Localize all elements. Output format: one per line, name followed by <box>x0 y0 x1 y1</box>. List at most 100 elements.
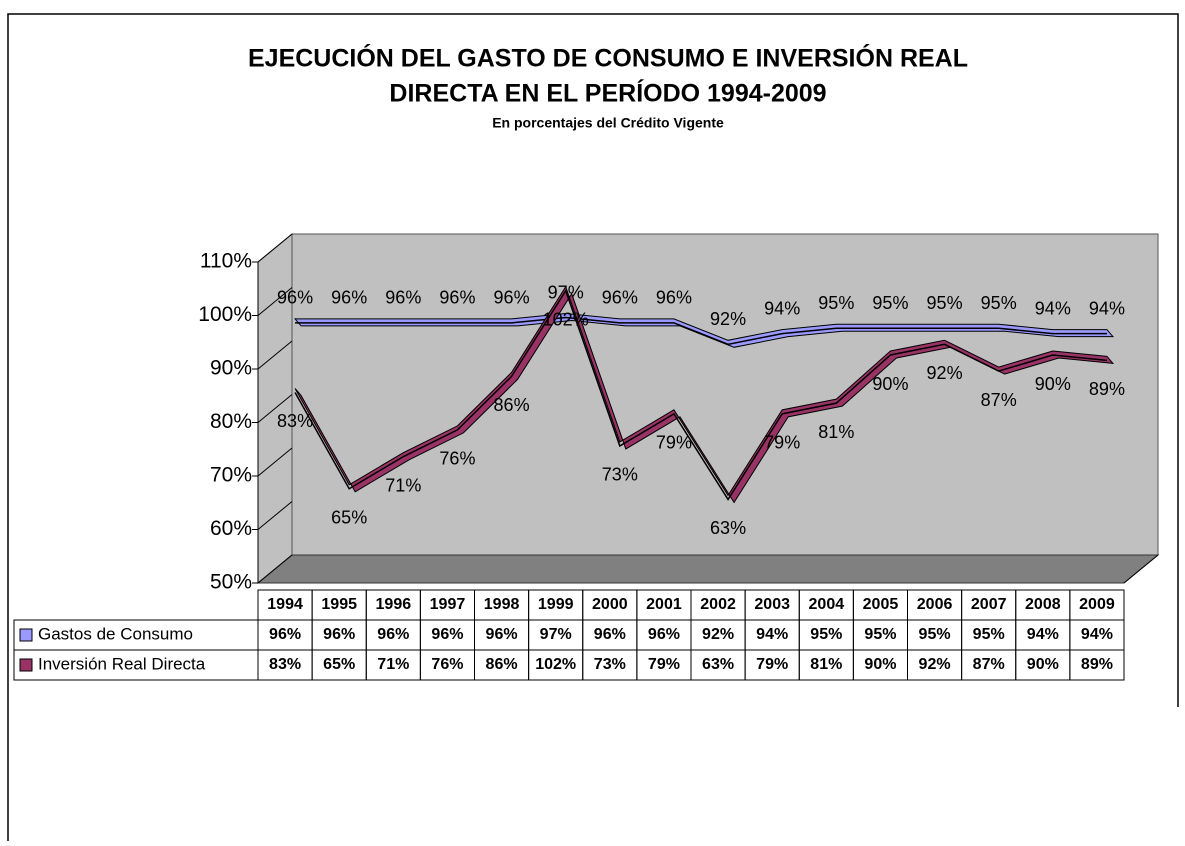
data-label: 96% <box>331 288 367 308</box>
table-value: 71% <box>377 656 409 673</box>
chart-title: DIRECTA EN EL PERÍODO 1994-2009 <box>389 79 826 108</box>
data-label: 96% <box>385 288 421 308</box>
line <box>294 289 1108 501</box>
data-label: 92% <box>927 363 963 383</box>
tick-mark <box>257 394 293 423</box>
table-header: 1994 <box>267 596 303 613</box>
data-label: 90% <box>1035 374 1071 394</box>
data-label: 89% <box>1089 379 1125 399</box>
table-header: 2004 <box>809 596 845 613</box>
data-label: 96% <box>494 288 530 308</box>
line-ribbon <box>294 285 1115 504</box>
table-value: 102% <box>535 656 576 673</box>
data-label: 95% <box>927 293 963 313</box>
table-value: 92% <box>702 626 734 643</box>
data-label: 95% <box>872 293 908 313</box>
table-value: 65% <box>323 656 355 673</box>
data-label: 73% <box>602 465 638 485</box>
table-value: 96% <box>486 626 518 643</box>
chart-border <box>7 13 1179 841</box>
table-value: 76% <box>431 656 463 673</box>
legend-key <box>19 628 33 642</box>
table-header: 1997 <box>430 596 466 613</box>
table-header: 2005 <box>863 596 899 613</box>
data-label: 63% <box>710 518 746 538</box>
table-value: 96% <box>377 626 409 643</box>
table-value: 79% <box>756 656 788 673</box>
data-label: 79% <box>764 433 800 453</box>
data-label: 94% <box>1035 298 1071 318</box>
data-label: 81% <box>818 422 854 442</box>
table-value: 97% <box>540 626 572 643</box>
floor <box>256 554 1160 584</box>
table-value: 92% <box>919 656 951 673</box>
legend-key <box>19 658 33 672</box>
table-header: 2001 <box>646 596 682 613</box>
table-line <box>1123 554 1159 584</box>
chart-title: EJECUCIÓN DEL GASTO DE CONSUMO E INVERSI… <box>248 43 968 73</box>
table-value: 95% <box>973 626 1005 643</box>
y-tick-label: 70% <box>210 464 252 487</box>
table-header: 2006 <box>917 596 953 613</box>
table-value: 96% <box>431 626 463 643</box>
table-value: 89% <box>1081 656 1113 673</box>
tick-mark <box>257 554 293 584</box>
table-value: 95% <box>810 626 842 643</box>
legend-label: Gastos de Consumo <box>38 624 193 643</box>
table-value: 96% <box>323 626 355 643</box>
table-header: 2007 <box>971 596 1007 613</box>
table-value: 81% <box>810 656 842 673</box>
tick-mark <box>257 287 293 316</box>
data-label: 96% <box>602 288 638 308</box>
table-value: 94% <box>1027 626 1059 643</box>
chart-subtitle: En porcentajes del Crédito Vigente <box>492 115 724 131</box>
data-label: 83% <box>277 411 313 431</box>
table-value: 96% <box>269 626 301 643</box>
line <box>295 316 1107 346</box>
table-value: 63% <box>702 656 734 673</box>
table-value: 90% <box>1027 656 1059 673</box>
table-header: 2003 <box>754 596 790 613</box>
table-header: 2002 <box>700 596 736 613</box>
data-label: 76% <box>439 449 475 469</box>
data-label: 86% <box>494 395 530 415</box>
y-tick-label: 50% <box>210 571 252 594</box>
legend-label: Inversión Real Directa <box>38 654 206 673</box>
tick-mark <box>257 233 293 263</box>
back-wall <box>291 233 1159 556</box>
tick-mark <box>257 501 293 530</box>
data-label: 71% <box>385 475 421 495</box>
table-header: 1995 <box>321 596 357 613</box>
table-header: 1999 <box>538 596 574 613</box>
table-value: 96% <box>648 626 680 643</box>
data-label: 96% <box>656 288 692 308</box>
data-label: 95% <box>818 293 854 313</box>
y-tick-label: 60% <box>210 517 252 540</box>
y-tick-label: 90% <box>210 357 252 380</box>
table-value: 83% <box>269 656 301 673</box>
tick-mark <box>257 340 293 370</box>
table-header: 1996 <box>376 596 412 613</box>
table-value: 86% <box>486 656 518 673</box>
table-header: 1998 <box>484 596 520 613</box>
table-header: 2000 <box>592 596 628 613</box>
table-header: 2008 <box>1025 596 1061 613</box>
data-label: 90% <box>872 374 908 394</box>
table-value: 79% <box>648 656 680 673</box>
table-value: 87% <box>973 656 1005 673</box>
data-label: 65% <box>331 508 367 528</box>
tick-mark <box>257 447 293 477</box>
data-label: 102% <box>543 310 589 330</box>
data-label: 94% <box>764 298 800 318</box>
data-label: 87% <box>981 390 1017 410</box>
y-tick-label: 110% <box>200 250 252 273</box>
data-label: 94% <box>1089 298 1125 318</box>
data-label: 95% <box>981 293 1017 313</box>
line-ribbon <box>293 313 1115 348</box>
data-label: 96% <box>277 288 313 308</box>
table-value: 95% <box>864 626 896 643</box>
table-value: 90% <box>864 656 896 673</box>
table-row <box>13 649 1125 681</box>
data-label: 96% <box>439 288 475 308</box>
